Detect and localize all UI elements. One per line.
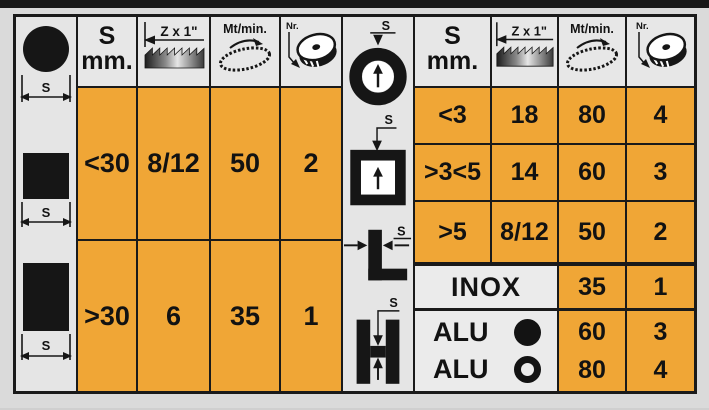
- cell-speed: 35: [559, 266, 627, 308]
- svg-text:Mt/min.: Mt/min.: [570, 22, 614, 36]
- parameters-table-frame: S S S: [13, 14, 697, 394]
- header-teeth-per-inch: Z x 1": [138, 17, 211, 86]
- table-row: <30 8/12 50 2: [78, 88, 343, 241]
- header-s-mm: S mm.: [78, 17, 138, 86]
- alu-speed-cell: 60 80: [559, 311, 627, 391]
- cell-number: 1: [627, 266, 694, 308]
- dimension-s-label: S: [397, 225, 405, 239]
- cell-number: 2: [281, 88, 343, 239]
- dimension-s-label: S: [42, 338, 51, 353]
- band-loop-icon: Mt/min.: [218, 22, 272, 72]
- svg-text:Mt/min.: Mt/min.: [223, 22, 267, 36]
- grinding-disc-icon: Nr.: [636, 21, 687, 68]
- profiles-column: S S S: [343, 17, 415, 391]
- cell-number: 4: [627, 88, 694, 143]
- cell-s-range: >3<5: [415, 145, 492, 200]
- table-row: >5 8/12 50 2: [415, 202, 694, 262]
- header-cutting-speed: Mt/min.: [211, 17, 281, 86]
- cell-teeth: 6: [138, 241, 211, 391]
- saw-band-icon: Z x 1": [143, 22, 204, 69]
- round-tube-icon: S: [349, 19, 407, 106]
- table-header-row: S mm. Z x 1": [415, 17, 694, 88]
- dimension-s-label: S: [389, 296, 397, 310]
- saw-band-icon: Z x 1": [495, 22, 554, 67]
- band-loop-icon: Mt/min.: [565, 22, 619, 72]
- cell-number: 3: [627, 145, 694, 200]
- profiles-table: S mm. Z x 1": [415, 17, 694, 391]
- bottom-edge: [0, 408, 709, 410]
- table-row: >3<5 14 60 3: [415, 145, 694, 202]
- alu-label-cell: ALU ALU: [415, 311, 559, 391]
- alu-section: ALU ALU 60 80 3 4: [415, 311, 694, 391]
- svg-text:Z x 1": Z x 1": [512, 24, 547, 39]
- alu-solid-row: ALU: [415, 314, 557, 351]
- large-square-bar-icon: S: [20, 263, 72, 360]
- hollow-circle-icon: [514, 356, 541, 383]
- angle-profile-icon: S: [343, 225, 412, 281]
- cell-speed: 80: [559, 88, 627, 143]
- svg-text:Z x 1": Z x 1": [160, 24, 197, 39]
- cell-s-range: >30: [78, 241, 138, 391]
- dimension-s-label: S: [384, 113, 392, 127]
- alu-tube-row: ALU: [415, 351, 557, 388]
- cell-speed: 35: [211, 241, 281, 391]
- solid-circle-icon: [514, 319, 541, 346]
- grinding-disc-icon: Nr.: [286, 21, 337, 68]
- cell-speed: 60: [559, 145, 627, 200]
- table-header-row: S mm. Z x 1": [78, 17, 343, 88]
- square-tube-icon: S: [350, 113, 406, 206]
- solid-sections-column: S S S: [16, 17, 78, 391]
- cell-speed: 50: [211, 88, 281, 239]
- cell-s-range: <3: [415, 88, 492, 143]
- header-teeth-per-inch: Z x 1": [492, 17, 559, 86]
- dimension-s-label: S: [42, 205, 51, 220]
- header-s-mm: S mm.: [415, 17, 492, 86]
- cell-teeth: 8/12: [492, 202, 559, 262]
- svg-text:Nr.: Nr.: [286, 21, 299, 32]
- svg-text:Nr.: Nr.: [636, 21, 649, 32]
- cell-teeth: 18: [492, 88, 559, 143]
- cell-s-range: <30: [78, 88, 138, 239]
- header-blade-number: Nr.: [281, 17, 343, 86]
- square-bar-icon: S: [20, 153, 72, 227]
- top-edge-bar: [0, 0, 709, 8]
- table-row: >30 6 35 1: [78, 241, 343, 391]
- header-cutting-speed: Mt/min.: [559, 17, 627, 86]
- cell-teeth: 14: [492, 145, 559, 200]
- solid-bars-table: S mm. Z x 1": [78, 17, 343, 391]
- cell-number: 2: [627, 202, 694, 262]
- inox-label-cell: INOX: [415, 266, 559, 308]
- h-beam-icon: S: [356, 296, 400, 384]
- cell-speed: 50: [559, 202, 627, 262]
- table-row: <3 18 80 4: [415, 88, 694, 145]
- header-blade-number: Nr.: [627, 17, 694, 86]
- inox-row: INOX 35 1: [415, 262, 694, 311]
- dimension-s-label: S: [382, 19, 390, 33]
- cell-number: 1: [281, 241, 343, 391]
- alu-number-cell: 3 4: [627, 311, 694, 391]
- round-bar-icon: S: [20, 26, 72, 102]
- cell-s-range: >5: [415, 202, 492, 262]
- dimension-s-label: S: [42, 80, 51, 95]
- cell-teeth: 8/12: [138, 88, 211, 239]
